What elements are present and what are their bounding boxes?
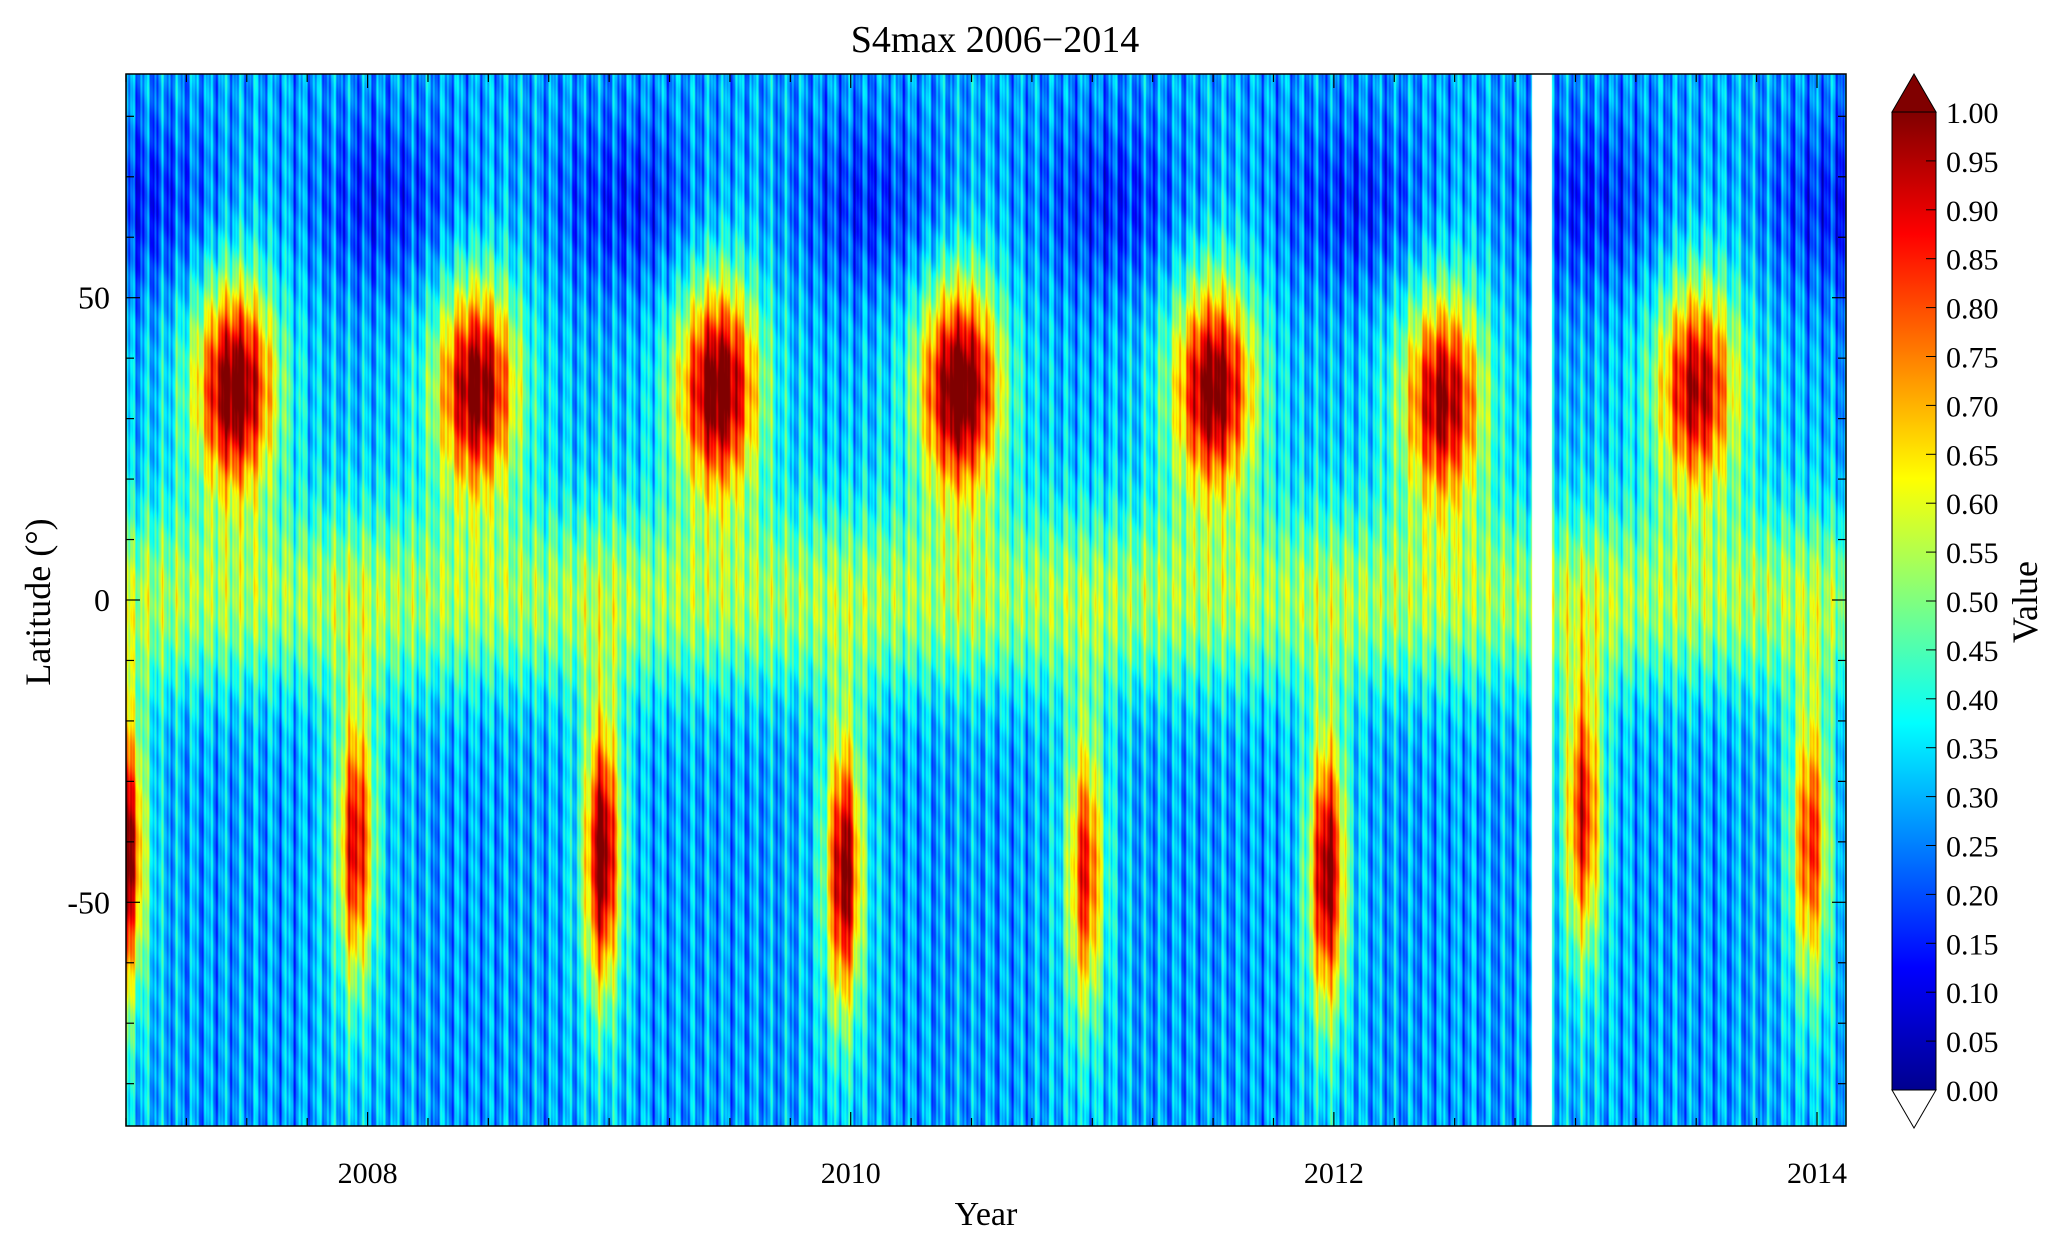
x-tick-label: 2008 [338, 1157, 398, 1190]
heatmap-image-container [126, 74, 1846, 1126]
colorbar-tick-label: 0.25 [1946, 831, 1999, 864]
x-tick-label: 2012 [1304, 1157, 1364, 1190]
colorbar-tick-label: 0.50 [1946, 586, 1999, 619]
colorbar-tick-label: 0.40 [1946, 684, 1999, 717]
x-axis-label: Year [954, 1196, 1018, 1233]
y-tick-label: 0 [94, 582, 110, 618]
y-tick-label: 50 [78, 280, 110, 316]
colorbar-tick-label: 0.95 [1946, 146, 1999, 179]
chart-title: S4max 2006−2014 [850, 19, 1140, 61]
colorbar-label: Value [2005, 561, 2045, 643]
colorbar-tick-label: 0.60 [1946, 488, 1999, 521]
colorbar-tick-label: 0.10 [1946, 977, 1999, 1010]
colorbar-tick-label: 0.20 [1946, 879, 1999, 912]
heatmap-image [126, 74, 1846, 1126]
y-tick-label: -50 [67, 884, 110, 920]
colorbar-tick-label: 0.85 [1946, 244, 1999, 277]
colorbar-tick-label: 0.05 [1946, 1026, 1999, 1059]
colorbar-tick-label: 0.15 [1946, 928, 1999, 961]
colorbar-tick-label: 0.80 [1946, 293, 1999, 326]
x-axis: 2008 2010 2012 2014 [125, 74, 1847, 1190]
colorbar-tick-label: 1.00 [1946, 97, 1999, 130]
colorbar-extend-max [1891, 73, 1937, 113]
colorbar-tick-label: 0.45 [1946, 635, 1999, 668]
colorbar-extend-min [1891, 1089, 1937, 1129]
x-tick-label: 2014 [1787, 1157, 1847, 1190]
colorbar-tick-label: 0.00 [1946, 1075, 1999, 1108]
colorbar-tick-label: 0.30 [1946, 782, 1999, 815]
colorbar-tick-label: 0.70 [1946, 390, 1999, 423]
y-axis-label: Latitude (°) [18, 518, 58, 686]
colorbar-tick-label: 0.75 [1946, 342, 1999, 375]
y-axis: 50 0 -50 [67, 115, 1846, 1085]
colorbar-tick-label: 0.65 [1946, 439, 1999, 472]
colorbar-tick-label: 0.90 [1946, 195, 1999, 228]
x-tick-label: 2010 [821, 1157, 881, 1190]
colorbar-tick-label: 0.55 [1946, 537, 1999, 570]
colorbar-tick-label: 0.35 [1946, 733, 1999, 766]
colorbar: 1.00 0.95 0.90 0.85 0.80 0.75 0.70 0.65 0.60 0.55… [1891, 73, 1999, 1129]
